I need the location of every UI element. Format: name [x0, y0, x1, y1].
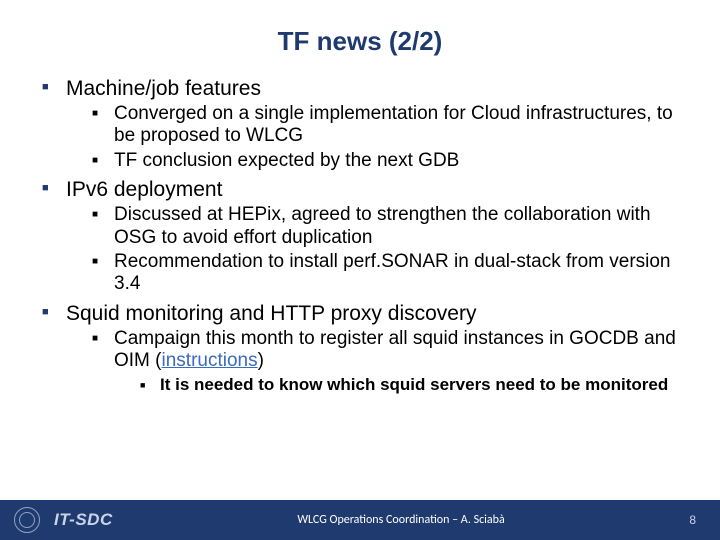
bullet-l1-label: Machine/job features	[66, 77, 261, 100]
footer-subtitle: WLCG Operations Coordination – A. Sciabà	[113, 513, 690, 527]
footer-page-number: 8	[689, 513, 696, 527]
slide-body: Machine/job features Converged on a sing…	[0, 57, 720, 395]
bullet-l1: IPv6 deployment Discussed at HEPix, agre…	[42, 178, 690, 296]
bullet-l2-text-post: )	[258, 350, 264, 371]
bullet-l2: Campaign this month to register all squi…	[92, 328, 690, 395]
bullet-l1-label: Squid monitoring and HTTP proxy discover…	[66, 302, 476, 325]
instructions-link[interactable]: instructions	[162, 350, 258, 371]
cern-logo-inner-icon	[19, 512, 35, 528]
bullet-l1: Machine/job features Converged on a sing…	[42, 77, 690, 172]
footer-org: IT-SDC	[54, 510, 113, 530]
bullet-l2: Converged on a single implementation for…	[92, 103, 690, 148]
cern-logo-icon	[14, 507, 40, 533]
bullet-l3: It is needed to know which squid servers…	[140, 375, 690, 395]
bullet-l1: Squid monitoring and HTTP proxy discover…	[42, 302, 690, 395]
bullet-l2: TF conclusion expected by the next GDB	[92, 150, 690, 172]
slide-footer: IT-SDC WLCG Operations Coordination – A.…	[0, 500, 720, 540]
bullet-l2: Discussed at HEPix, agreed to strengthen…	[92, 204, 690, 249]
bullet-l1-label: IPv6 deployment	[66, 178, 222, 201]
slide-title: TF news (2/2)	[0, 0, 720, 57]
bullet-l2: Recommendation to install perf.SONAR in …	[92, 251, 690, 296]
